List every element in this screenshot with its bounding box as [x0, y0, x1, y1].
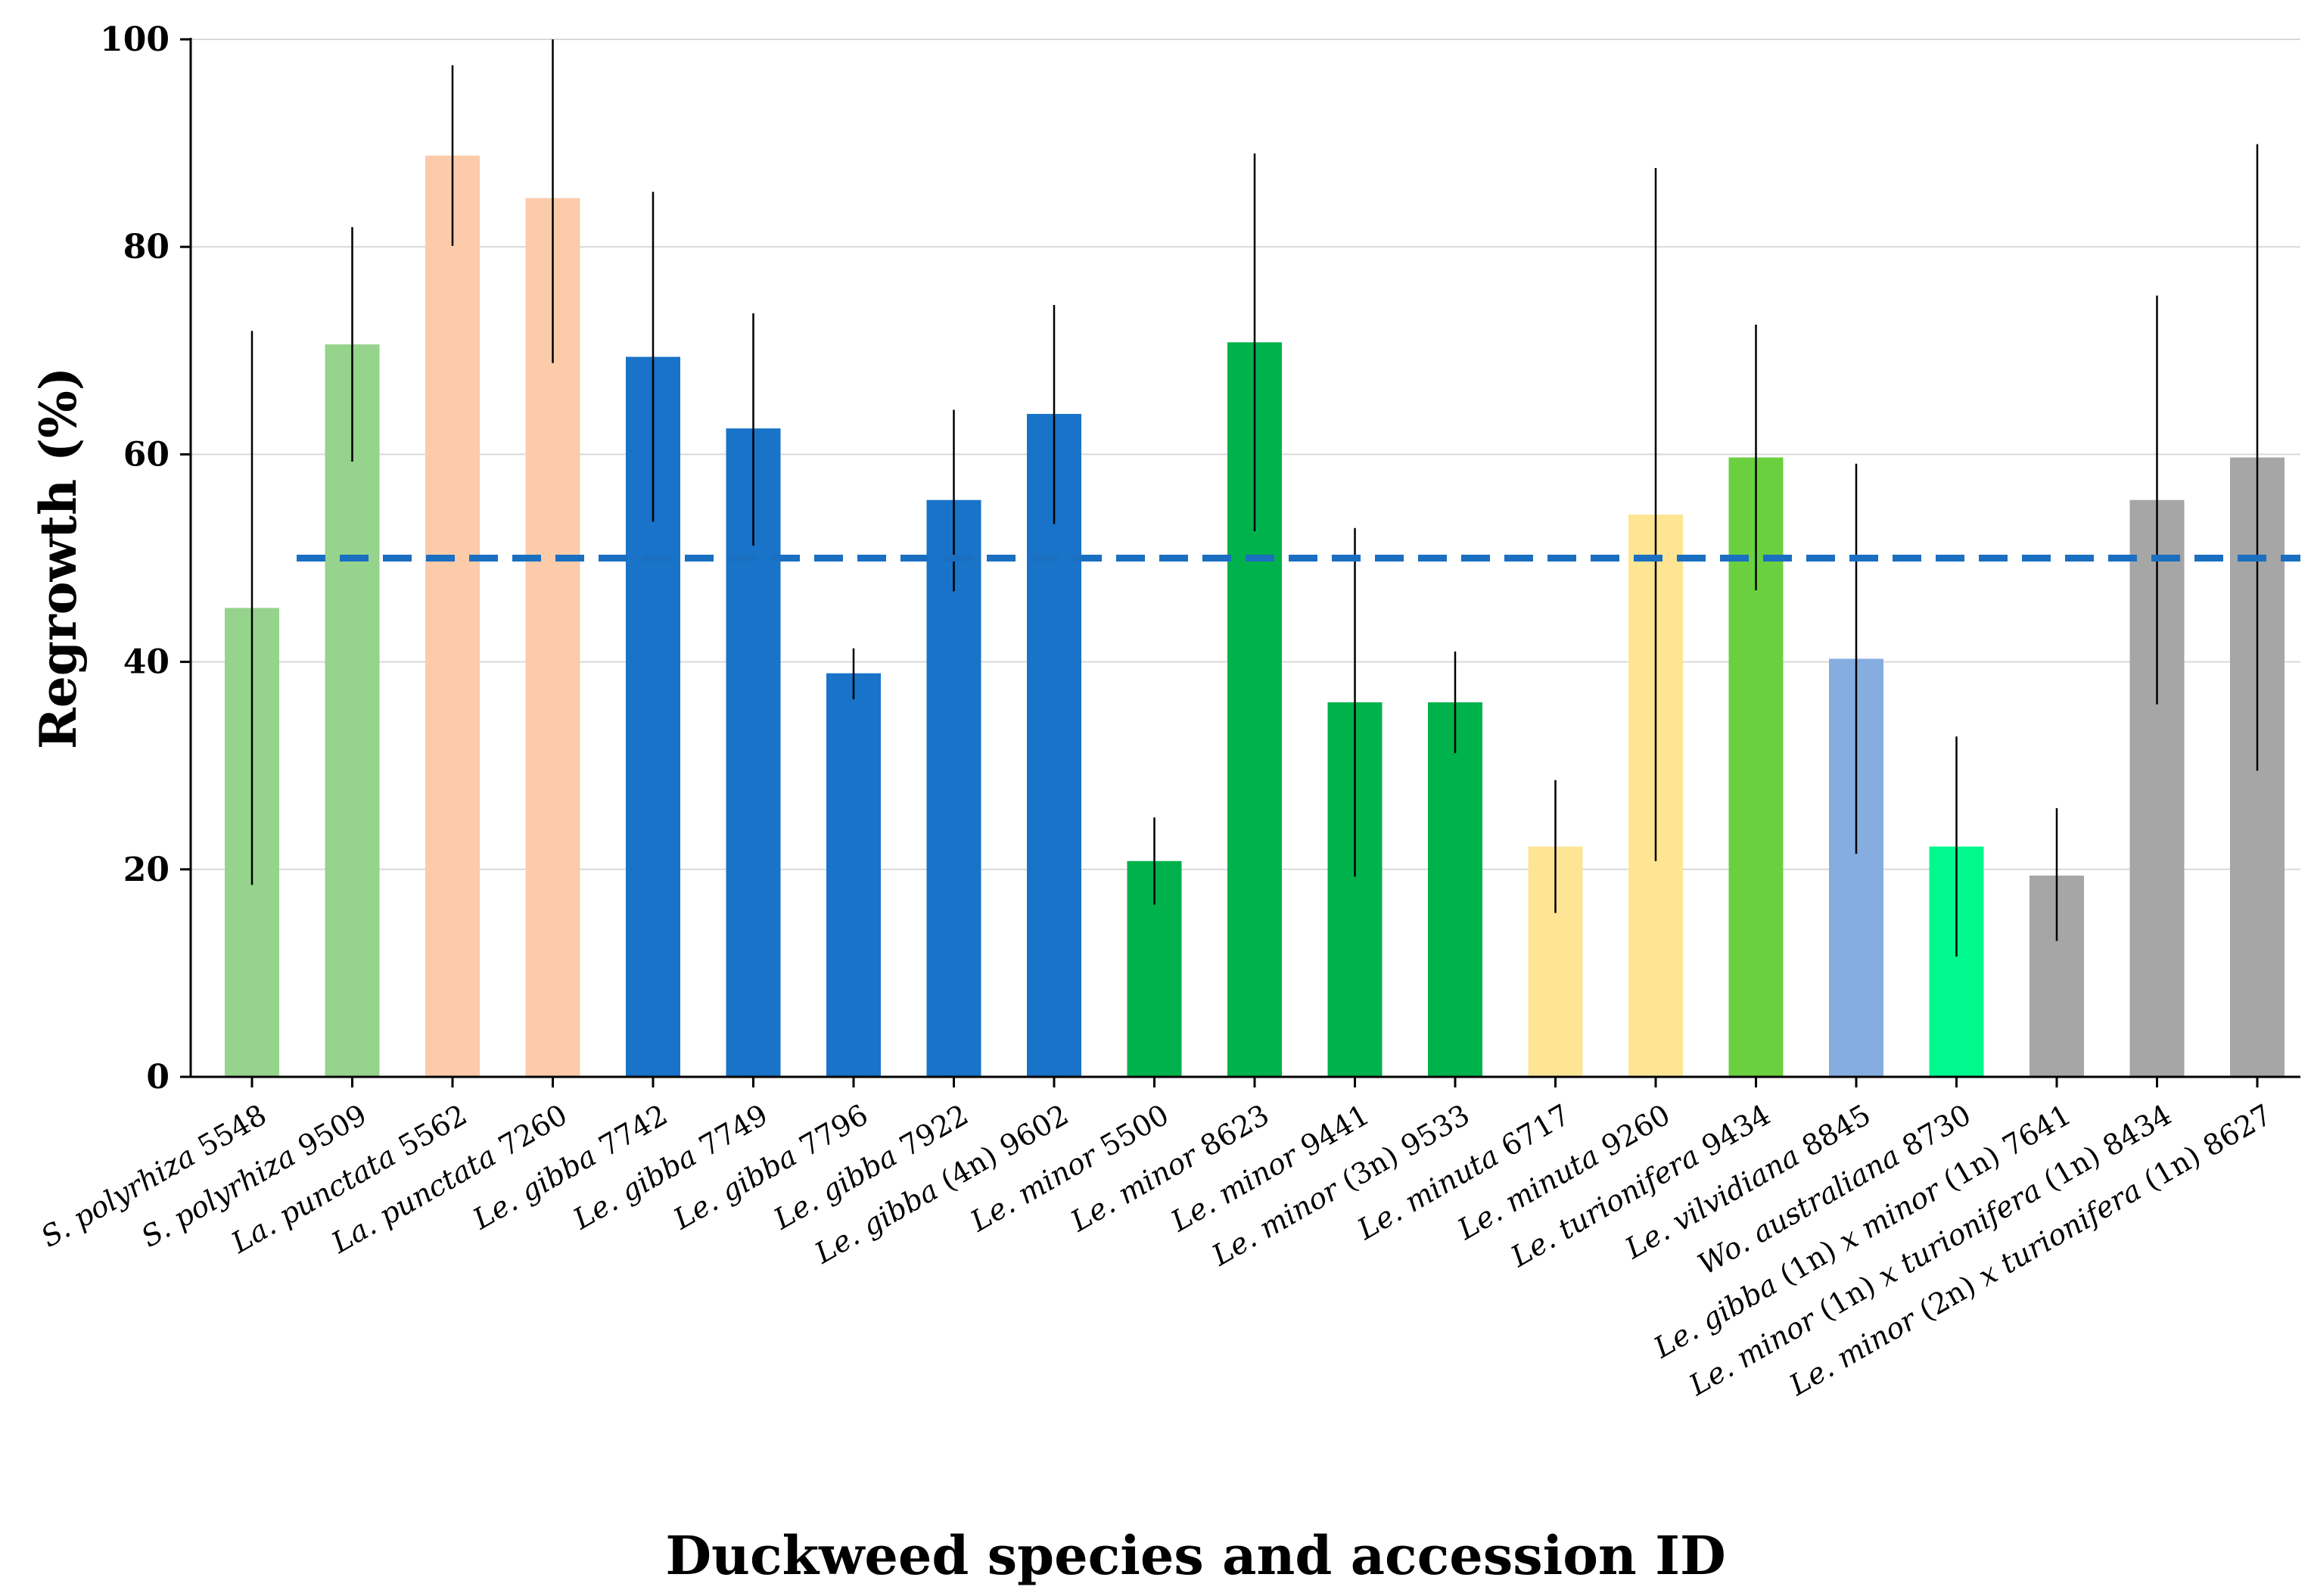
y-tick-label-60: 60 [123, 435, 170, 474]
bar-3 [425, 155, 480, 1077]
y-tick-labels: 0 20 40 60 80 100 [100, 20, 170, 1097]
bar-2 [325, 344, 380, 1078]
y-tick-label-20: 20 [123, 851, 170, 889]
x-axis-title: Duckweed species and accession ID [665, 1524, 1725, 1587]
y-tick-label-100: 100 [100, 20, 170, 59]
y-tick-label-40: 40 [123, 643, 170, 682]
bar-13 [1428, 702, 1482, 1077]
y-tick-label-80: 80 [123, 228, 170, 266]
error-bars [250, 39, 2259, 957]
bar-9 [1027, 413, 1081, 1077]
y-axis-title: Regrowth (%) [29, 367, 88, 749]
axes [189, 38, 2300, 1087]
y-tick-label-0: 0 [146, 1058, 170, 1097]
bar-8 [926, 499, 981, 1077]
bar-7 [826, 673, 881, 1077]
